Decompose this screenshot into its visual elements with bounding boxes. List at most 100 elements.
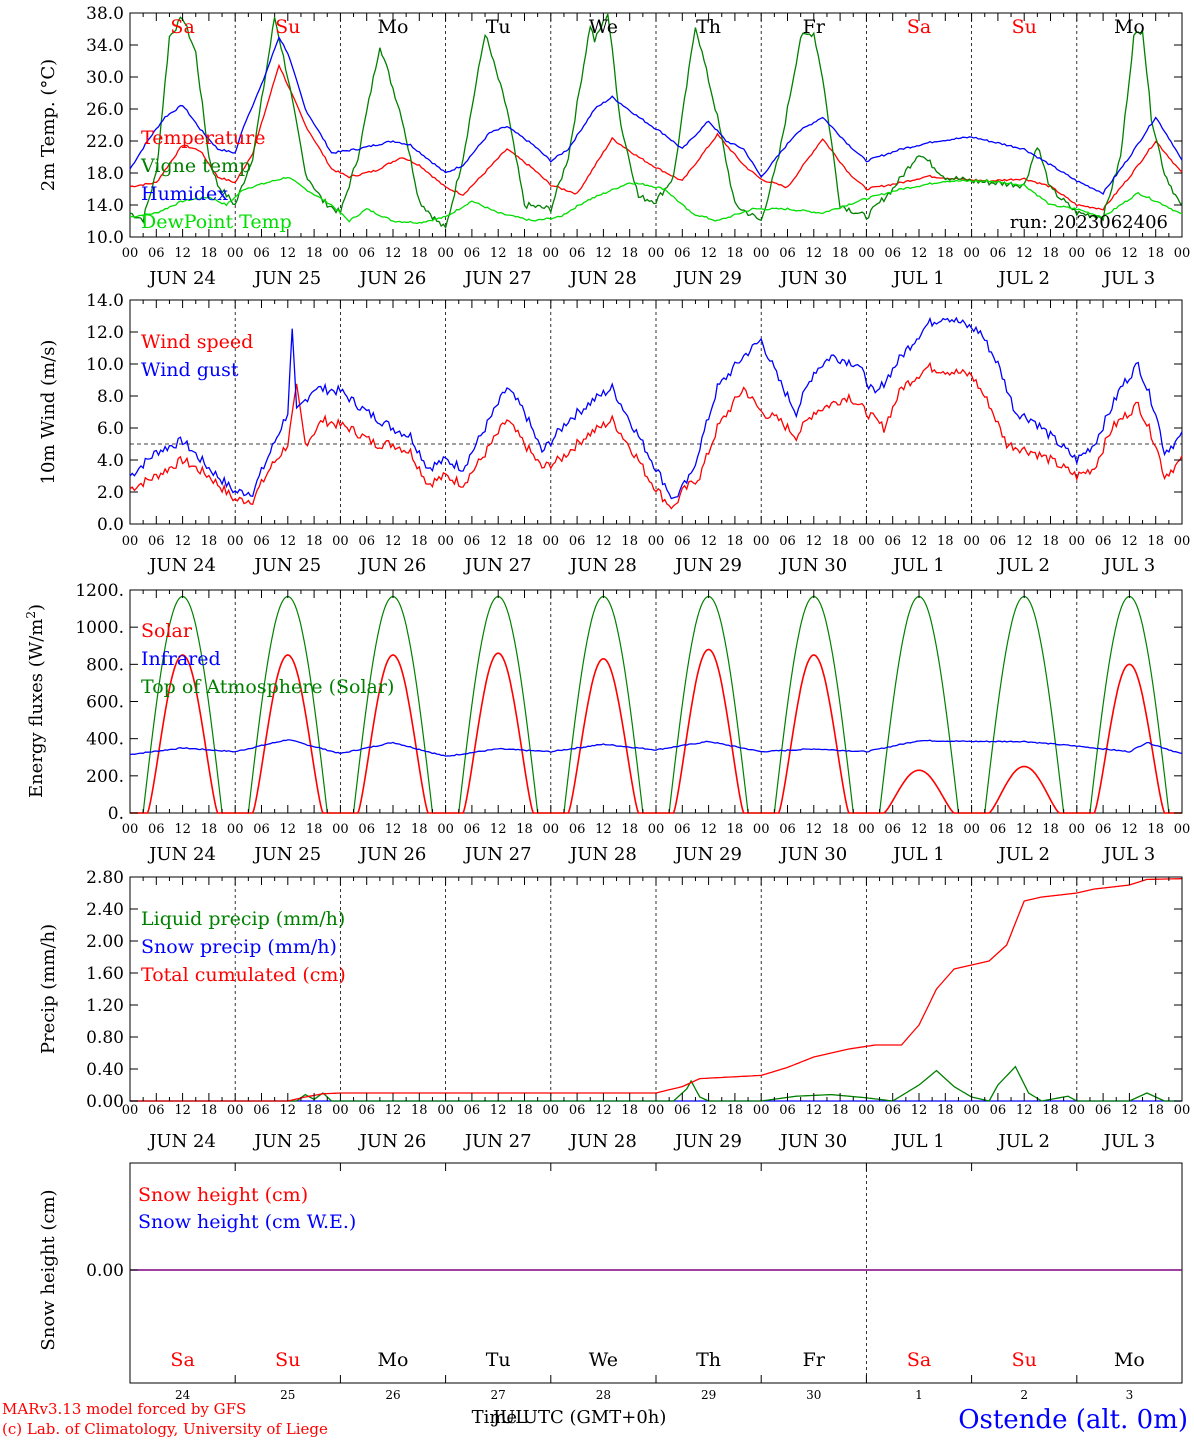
hour-tick-label: 18 <box>937 246 954 261</box>
hour-tick-label: 12 <box>490 1103 507 1118</box>
date-label: JUL 2 <box>996 1131 1050 1152</box>
hour-tick-label: 06 <box>1095 1103 1112 1118</box>
hour-tick-label: 06 <box>884 246 901 261</box>
hour-tick-label: 06 <box>464 822 481 837</box>
hour-tick-label: 06 <box>990 534 1007 549</box>
hour-tick-label: 12 <box>1121 1103 1138 1118</box>
hour-tick-label: 06 <box>779 1103 796 1118</box>
hour-tick-label: 06 <box>464 534 481 549</box>
y-tick-label: 26.0 <box>86 100 124 120</box>
hour-tick-label: 00 <box>437 534 454 549</box>
temperature-panel: 10.0 14.0 18.0 22.0 26.0 30.0 34.0 38.0 00 06 12 18… <box>38 4 1190 289</box>
hour-tick-label: 06 <box>674 534 691 549</box>
hour-tick-label: 06 <box>148 246 165 261</box>
date-label: JUN 25 <box>252 268 321 289</box>
line-humidex <box>129 35 1183 195</box>
hour-tick-label: 00 <box>963 246 980 261</box>
hour-tick-label: 00 <box>332 1103 349 1118</box>
hour-tick-label: 06 <box>358 822 375 837</box>
date-label: JUN 24 <box>147 1131 216 1152</box>
legend-entry: Total cumulated (cm) <box>141 964 346 986</box>
hour-tick-label: 18 <box>516 534 533 549</box>
hour-tick-label: 00 <box>227 822 244 837</box>
hour-tick-label: 06 <box>148 1103 165 1118</box>
hour-tick-label: 06 <box>148 534 165 549</box>
station-label: Ostende (alt. 0m) <box>958 1405 1188 1435</box>
y-tick-label: 2.80 <box>86 868 124 888</box>
date-label: JUL 2 <box>996 844 1050 865</box>
y-tick-label: 1.60 <box>86 964 124 984</box>
hour-tick-label: 12 <box>700 822 717 837</box>
hour-tick-label: 18 <box>1042 246 1059 261</box>
date-label: JUN 27 <box>463 555 532 576</box>
y-tick-label: 1200. <box>75 581 124 601</box>
hour-tick-label: 18 <box>937 534 954 549</box>
date-label: JUN 24 <box>147 555 216 576</box>
hour-tick-label: 00 <box>648 246 665 261</box>
hour-tick-label: 12 <box>174 246 191 261</box>
hour-tick-label: 18 <box>727 246 744 261</box>
y-tick-label: 2.00 <box>86 932 124 952</box>
hour-tick-label: 00 <box>332 822 349 837</box>
hour-tick-label: 12 <box>1016 822 1033 837</box>
date-label: JUN 25 <box>252 844 321 865</box>
line-vigne-temp <box>129 13 1183 230</box>
day-name-label: Fr <box>803 16 826 38</box>
date-label: JUN 29 <box>673 555 742 576</box>
hour-tick-label: 06 <box>253 246 270 261</box>
hour-tick-label: 18 <box>516 822 533 837</box>
hour-tick-label: 00 <box>437 822 454 837</box>
day-number-label: 2 <box>1020 1388 1028 1402</box>
wind-panel: 0.0 2.0 4.0 6.0 8.0 10.0 12.0 14.0 00 06 12 18 JUN 2… <box>38 291 1190 576</box>
y-tick-label: 400. <box>86 730 124 750</box>
hour-tick-label: 18 <box>1147 822 1164 837</box>
energy-ylabel: Energy fluxes (W/m2) <box>24 604 47 798</box>
y-tick-label: 0.80 <box>86 1028 124 1048</box>
date-label: JUL 1 <box>891 555 945 576</box>
snow-panel: 0.00 Sa 24 Su 25 Mo 26 Tu 27 We 28 Th 29 Fr 30 Sa 1 Su 2 Mo… <box>38 1162 1183 1402</box>
legend-entry: Snow height (cm) <box>138 1184 308 1206</box>
hour-tick-label: 00 <box>753 246 770 261</box>
y-tick-label: 0.00 <box>86 1092 124 1112</box>
date-label: JUN 24 <box>147 844 216 865</box>
y-tick-label: 18.0 <box>86 164 124 184</box>
hour-tick-label: 06 <box>884 1103 901 1118</box>
y-tick-label: 22.0 <box>86 132 124 152</box>
date-label: JUN 25 <box>252 555 321 576</box>
y-tick-label: 10.0 <box>86 355 124 375</box>
hour-tick-label: 12 <box>806 1103 823 1118</box>
y-tick-label: 34.0 <box>86 36 124 56</box>
date-label: JUN 30 <box>778 555 847 576</box>
model-credit: MARv3.13 model forced by GFS <box>2 1400 246 1418</box>
legend-entry: Liquid precip (mm/h) <box>141 908 345 930</box>
line-dewpoint-temp <box>129 176 1183 225</box>
hour-tick-label: 00 <box>1174 246 1191 261</box>
hour-tick-label: 06 <box>464 1103 481 1118</box>
y-tick-label: 1.20 <box>86 996 124 1016</box>
hour-tick-label: 00 <box>1174 822 1191 837</box>
hour-tick-label: 18 <box>832 822 849 837</box>
hour-tick-label: 12 <box>1121 822 1138 837</box>
hour-tick-label: 00 <box>858 246 875 261</box>
hour-tick-label: 00 <box>227 246 244 261</box>
legend-entry: Humidex <box>141 183 228 205</box>
hour-tick-label: 18 <box>727 822 744 837</box>
hour-tick-label: 12 <box>595 534 612 549</box>
date-label: JUL 1 <box>891 268 945 289</box>
hour-tick-label: 18 <box>1147 534 1164 549</box>
hour-tick-label: 18 <box>306 246 323 261</box>
hour-tick-label: 12 <box>806 534 823 549</box>
copyright-credit: (c) Lab. of Climatology, University of L… <box>2 1420 328 1438</box>
day-name-label: Su <box>275 16 300 38</box>
y-tick-label: 0. <box>108 804 124 824</box>
date-label: JUL 2 <box>996 555 1050 576</box>
hour-tick-label: 00 <box>227 534 244 549</box>
hour-tick-label: 12 <box>700 534 717 549</box>
hour-tick-label: 18 <box>411 246 428 261</box>
hour-tick-label: 18 <box>1147 246 1164 261</box>
date-label: JUN 27 <box>463 268 532 289</box>
hour-tick-label: 06 <box>779 534 796 549</box>
hour-tick-label: 06 <box>990 1103 1007 1118</box>
hour-tick-label: 00 <box>963 534 980 549</box>
